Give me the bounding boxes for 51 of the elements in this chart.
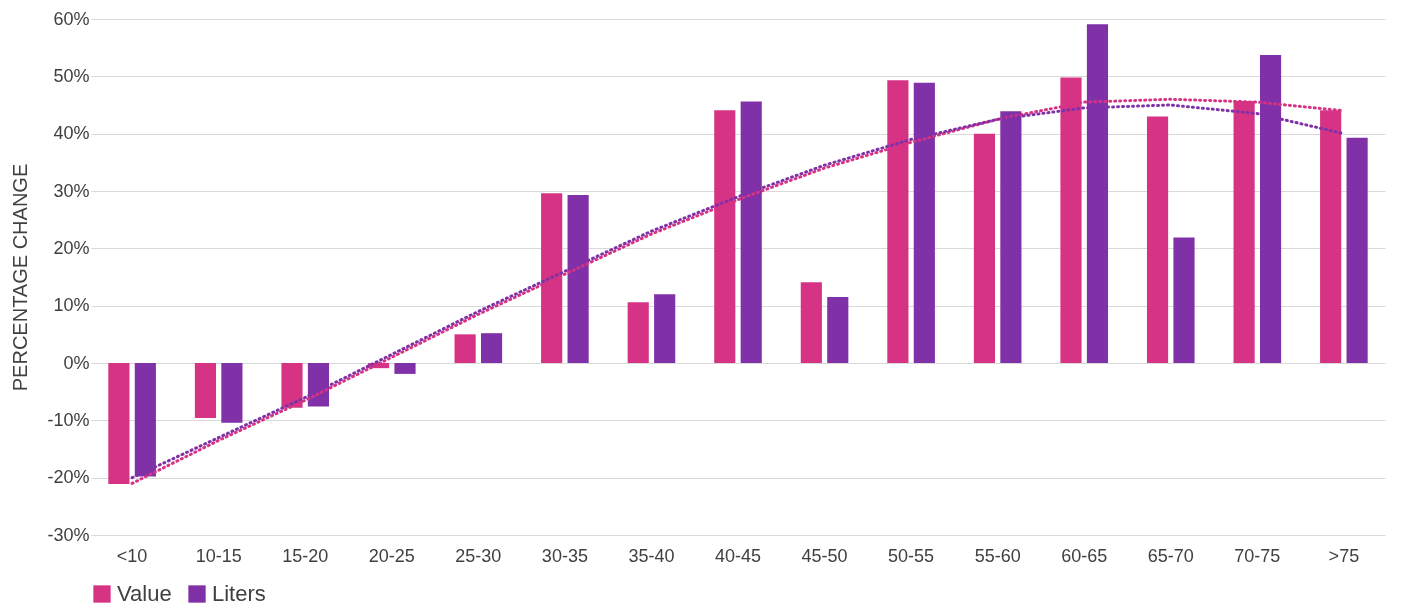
bar [454, 334, 476, 363]
bar [108, 363, 130, 484]
legend-label: Value [117, 581, 172, 606]
bar [194, 363, 217, 419]
y-tick-label: 10% [53, 295, 90, 316]
x-tick-label: <10 [116, 545, 148, 566]
bar [567, 195, 589, 363]
bar [134, 363, 156, 477]
bar [1000, 111, 1022, 363]
x-tick-label: 25-30 [455, 545, 502, 566]
bar [800, 282, 822, 363]
x-tick-label: 10-15 [195, 545, 242, 566]
y-tick-label: -20% [47, 467, 90, 488]
x-tick-label: 20-25 [368, 545, 415, 566]
bar [654, 294, 676, 363]
x-tick-label: 40-45 [714, 545, 762, 566]
y-tick-label: -10% [47, 409, 90, 430]
bar [1146, 116, 1169, 363]
bar [307, 363, 330, 407]
x-tick-label: 50-55 [888, 545, 935, 566]
x-tick-label: 55-60 [974, 545, 1021, 566]
bar [714, 110, 736, 363]
x-tick-label: 65-70 [1147, 545, 1194, 566]
y-tick-label: 20% [53, 237, 90, 258]
x-tick-label: 70-75 [1234, 545, 1281, 566]
legend-label: Liters [212, 581, 266, 606]
x-tick-label: 60-65 [1061, 545, 1108, 566]
y-tick-label: -30% [47, 524, 90, 545]
bar [281, 363, 303, 408]
bar [627, 302, 649, 363]
x-tick-label: 35-40 [628, 545, 675, 566]
y-tick-label: 60% [53, 8, 90, 29]
bar [541, 193, 563, 363]
bar [1346, 137, 1368, 363]
bar [1320, 110, 1342, 363]
y-tick-label: 40% [53, 123, 90, 144]
bar [973, 133, 996, 363]
bar [1233, 100, 1255, 363]
x-tick-label: 15-20 [282, 545, 329, 566]
bar [827, 297, 849, 363]
x-tick-label: >75 [1328, 545, 1360, 566]
y-tick-label: 30% [53, 180, 90, 201]
x-tick-label: 30-35 [541, 545, 588, 566]
y-axis-title: PERCENTAGE CHANGE [9, 163, 32, 392]
y-tick-label: 0% [63, 352, 90, 373]
x-tick-label: 45-50 [801, 545, 848, 566]
bar [480, 333, 503, 363]
y-tick-label: 50% [53, 65, 90, 86]
bar [1173, 237, 1195, 363]
bar [221, 363, 243, 423]
bar [394, 363, 416, 374]
